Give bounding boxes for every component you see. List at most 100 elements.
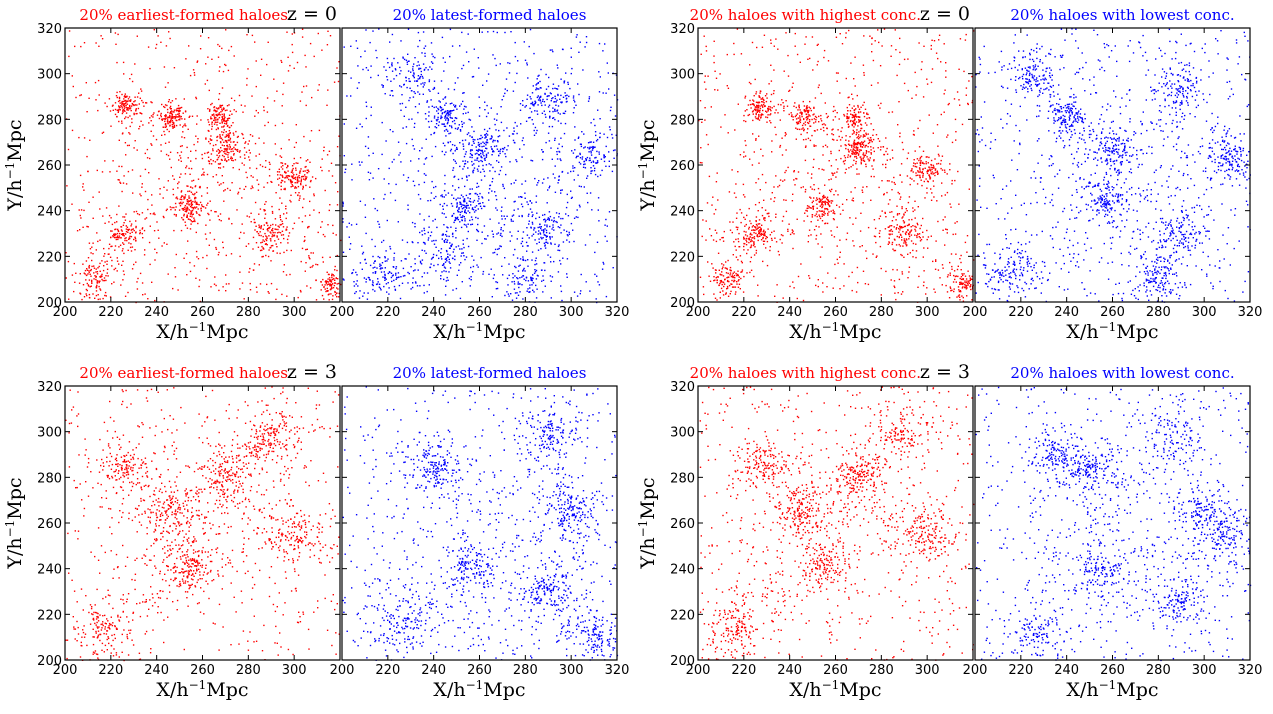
- scatter-point: [302, 170, 305, 172]
- scatter-point: [193, 219, 196, 221]
- scatter-point: [483, 170, 485, 173]
- scatter-point: [933, 196, 935, 198]
- scatter-point: [578, 51, 580, 53]
- scatter-point: [498, 222, 500, 224]
- scatter-point: [715, 277, 717, 279]
- scatter-point: [705, 50, 708, 52]
- scatter-point: [414, 80, 416, 82]
- scatter-point: [257, 112, 259, 114]
- scatter-point: [129, 133, 131, 135]
- scatter-point: [301, 36, 304, 38]
- scatter-point: [383, 66, 385, 68]
- scatter-point: [759, 105, 761, 107]
- scatter-point: [146, 148, 149, 151]
- scatter-point: [193, 194, 195, 196]
- scatter-point: [374, 271, 377, 273]
- scatter-point: [281, 105, 283, 107]
- scatter-point: [913, 134, 915, 136]
- scatter-point: [232, 132, 235, 134]
- scatter-point: [599, 118, 601, 120]
- scatter-point: [134, 100, 136, 102]
- scatter-point: [400, 70, 402, 72]
- scatter-point: [745, 244, 748, 246]
- scatter-point: [113, 268, 115, 271]
- scatter-point: [501, 218, 503, 220]
- scatter-point: [567, 235, 569, 237]
- scatter-point: [184, 123, 186, 125]
- scatter-point: [86, 269, 89, 271]
- scatter-point: [503, 146, 506, 149]
- scatter-point: [196, 61, 198, 63]
- scatter-point: [435, 239, 437, 242]
- scatter-point: [219, 162, 222, 165]
- scatter-point: [736, 228, 739, 231]
- scatter-point: [455, 199, 457, 201]
- scatter-point: [259, 231, 261, 233]
- scatter-point: [459, 105, 461, 107]
- scatter-point: [823, 169, 825, 171]
- scatter-point: [526, 201, 528, 203]
- scatter-point: [863, 160, 866, 162]
- scatter-point: [753, 254, 756, 256]
- scatter-point: [573, 240, 575, 243]
- scatter-point: [223, 141, 225, 143]
- scatter-point: [385, 283, 388, 285]
- scatter-point: [414, 92, 416, 95]
- scatter-point: [419, 213, 421, 215]
- scatter-point: [144, 218, 146, 220]
- scatter-point: [182, 131, 184, 133]
- scatter-point: [821, 203, 823, 205]
- scatter-point: [296, 61, 299, 64]
- scatter-point: [315, 263, 317, 266]
- scatter-point: [501, 99, 503, 101]
- scatter-point: [95, 276, 97, 278]
- scatter-point: [205, 138, 207, 140]
- scatter-point: [315, 299, 318, 301]
- scatter-point: [368, 277, 370, 279]
- scatter-point: [909, 183, 911, 186]
- scatter-point: [274, 218, 277, 220]
- scatter-point: [445, 119, 447, 121]
- scatter-point: [117, 228, 119, 231]
- scatter-point: [216, 121, 219, 123]
- scatter-point: [566, 234, 569, 236]
- scatter-point: [372, 288, 374, 291]
- scatter-point: [891, 181, 893, 183]
- scatter-point: [741, 262, 743, 264]
- scatter-point: [178, 115, 180, 118]
- scatter-point: [390, 80, 392, 82]
- scatter-point: [492, 252, 494, 254]
- scatter-point: [554, 109, 556, 111]
- scatter-point: [97, 79, 100, 82]
- scatter-point: [828, 211, 830, 213]
- scatter-point: [931, 168, 933, 171]
- scatter-point: [585, 158, 587, 160]
- scatter-point: [141, 228, 143, 230]
- scatter-point: [430, 192, 433, 194]
- scatter-point: [448, 110, 450, 113]
- scatter-point: [122, 111, 124, 113]
- scatter-point: [195, 135, 197, 137]
- scatter-point: [112, 236, 114, 238]
- scatter-point: [452, 169, 454, 171]
- scatter-point: [221, 104, 224, 107]
- scatter-point: [499, 152, 501, 155]
- scatter-point: [205, 238, 208, 240]
- scatter-point: [372, 152, 374, 154]
- scatter-point: [481, 156, 483, 159]
- scatter-point: [894, 286, 896, 289]
- scatter-point: [225, 160, 228, 163]
- scatter-point: [600, 158, 603, 160]
- scatter-point: [218, 149, 221, 152]
- scatter-point: [171, 116, 173, 119]
- scatter-point: [264, 213, 267, 215]
- scatter-point: [733, 274, 736, 277]
- scatter-point: [501, 147, 504, 150]
- scatter-point: [408, 78, 410, 80]
- scatter-point: [145, 102, 147, 104]
- scatter-point: [133, 238, 135, 241]
- scatter-point: [320, 166, 322, 168]
- scatter-point: [295, 173, 298, 176]
- scatter-point: [192, 200, 194, 203]
- scatter-point: [455, 218, 457, 220]
